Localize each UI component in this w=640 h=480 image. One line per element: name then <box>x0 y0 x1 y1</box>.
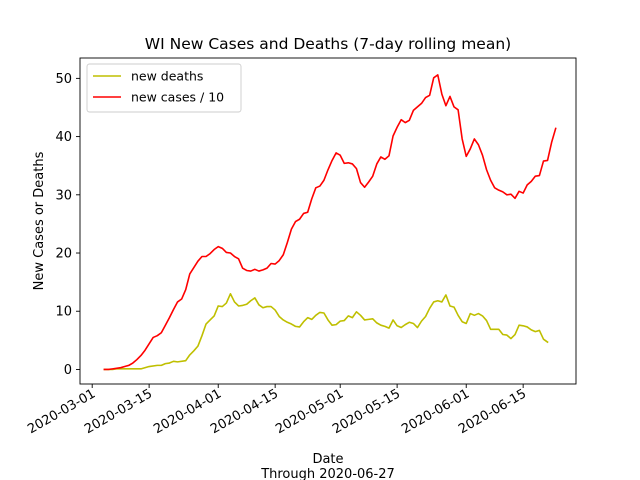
legend-label: new cases / 10 <box>131 90 224 105</box>
y-axis-title: New Cases or Deaths <box>32 151 47 290</box>
legend-box <box>86 63 242 113</box>
series-line-new-cases <box>103 74 557 371</box>
x-axis-title: Date <box>312 452 343 467</box>
y-tick-label: 0 <box>64 363 72 378</box>
y-tick-label: 50 <box>55 72 72 87</box>
y-tick-label: 40 <box>55 130 72 145</box>
y-tick-label: 20 <box>55 247 72 262</box>
y-tick-label: 10 <box>55 305 72 320</box>
series-line-new-deaths <box>103 292 549 371</box>
chart-title: WI New Cases and Deaths (7-day rolling m… <box>145 35 511 53</box>
x-axis-subtitle: Through 2020-06-27 <box>260 467 395 480</box>
legend: new deaths new cases / 10 <box>86 63 242 113</box>
legend-label: new deaths <box>131 69 203 84</box>
y-tick-label: 30 <box>55 188 72 203</box>
axes-frame <box>79 57 577 385</box>
